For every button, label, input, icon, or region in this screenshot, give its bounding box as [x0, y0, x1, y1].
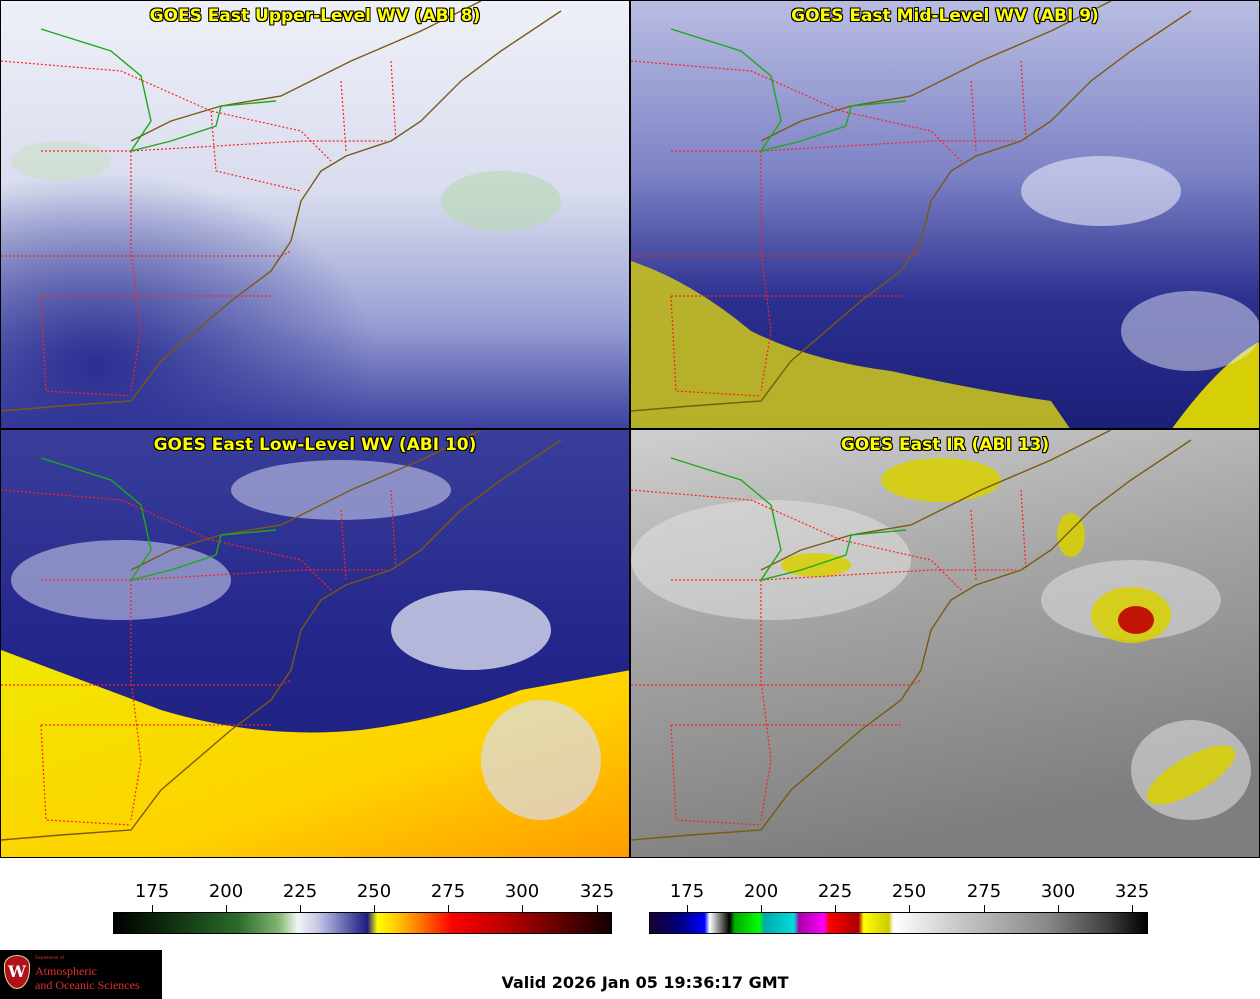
- uw-seal-icon: W: [4, 955, 30, 989]
- panel-title: GOES East Upper-Level WV (ABI 8): [149, 6, 481, 26]
- wv-colorbar: [113, 912, 612, 934]
- low-wv-map: [1, 430, 629, 857]
- ir-tick-label: 200: [743, 881, 779, 902]
- logo-dept-line: Department of: [35, 956, 65, 961]
- ir-tick-label: 175: [669, 881, 705, 902]
- ir-tick: [984, 905, 985, 912]
- panel-low-level-wv: GOES East Low-Level WV (ABI 10): [0, 429, 630, 858]
- panel-title: GOES East Low-Level WV (ABI 10): [153, 435, 477, 455]
- ir-map: [631, 430, 1259, 857]
- wv-tick: [522, 905, 523, 912]
- ir-tick-label: 225: [817, 881, 853, 902]
- wv-tick: [374, 905, 375, 912]
- mid-wv-map: [631, 1, 1259, 428]
- wv-tick-label: 300: [504, 881, 540, 902]
- ir-tick-label: 325: [1114, 881, 1150, 902]
- ir-tick: [835, 905, 836, 912]
- wv-tick-label: 175: [134, 881, 170, 902]
- aos-logo: W Department of Atmospheric and Oceanic …: [0, 950, 162, 999]
- panel-infrared: GOES East IR (ABI 13): [630, 429, 1260, 858]
- ir-tick: [1058, 905, 1059, 912]
- ir-tick-label: 250: [891, 881, 927, 902]
- ir-tick: [1132, 905, 1133, 912]
- ir-tick: [761, 905, 762, 912]
- panel-title: GOES East Mid-Level WV (ABI 9): [791, 6, 1099, 26]
- wv-tick-label: 325: [579, 881, 615, 902]
- wv-tick: [300, 905, 301, 912]
- panel-title: GOES East IR (ABI 13): [840, 435, 1050, 455]
- ir-colorbar: [649, 912, 1148, 934]
- wv-tick-label: 275: [430, 881, 466, 902]
- upper-wv-map: [1, 1, 629, 428]
- ir-tick: [687, 905, 688, 912]
- ir-tick: [909, 905, 910, 912]
- logo-name-line1: Atmospheric: [35, 964, 97, 978]
- wv-tick-label: 200: [208, 881, 244, 902]
- ir-tick-label: 300: [1040, 881, 1076, 902]
- wv-tick: [597, 905, 598, 912]
- wv-tick: [152, 905, 153, 912]
- ir-tick-label: 275: [966, 881, 1002, 902]
- panel-upper-level-wv: GOES East Upper-Level WV (ABI 8): [0, 0, 630, 429]
- wv-tick: [226, 905, 227, 912]
- panel-mid-level-wv: GOES East Mid-Level WV (ABI 9): [630, 0, 1260, 429]
- wv-tick: [448, 905, 449, 912]
- wv-tick-label: 250: [356, 881, 392, 902]
- wv-tick-label: 225: [282, 881, 318, 902]
- logo-name-line2: and Oceanic Sciences: [35, 978, 140, 992]
- valid-time: Valid 2026 Jan 05 19:36:17 GMT: [501, 973, 789, 992]
